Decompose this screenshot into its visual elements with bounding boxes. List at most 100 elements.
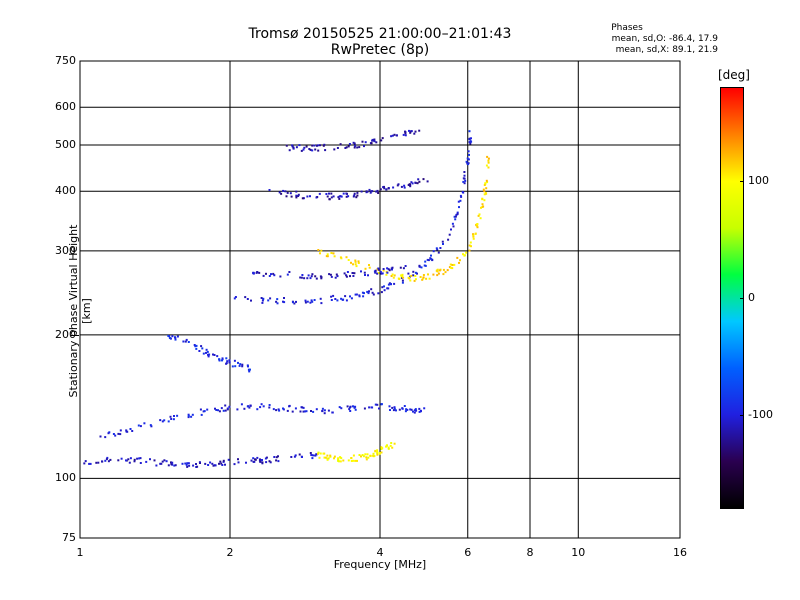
data-point	[224, 409, 227, 412]
data-point	[485, 164, 488, 167]
data-point	[402, 133, 405, 136]
data-point	[114, 434, 117, 437]
data-point	[255, 271, 258, 274]
data-point	[476, 226, 479, 229]
data-point	[403, 405, 406, 407]
phases-heading: Phases	[611, 23, 643, 33]
data-point	[413, 279, 416, 282]
data-point	[421, 278, 424, 281]
data-point	[301, 406, 304, 409]
data-point	[222, 459, 225, 462]
data-point	[234, 296, 237, 298]
data-point	[349, 275, 351, 278]
data-point	[187, 341, 190, 343]
data-point	[131, 430, 134, 432]
data-point	[228, 405, 231, 408]
data-point	[283, 297, 285, 299]
data-point	[475, 224, 478, 227]
data-point	[225, 357, 228, 360]
data-point	[386, 287, 389, 290]
data-point	[465, 160, 468, 163]
data-point	[138, 457, 141, 460]
data-point	[193, 344, 196, 346]
data-point	[112, 433, 115, 435]
data-point	[222, 460, 225, 463]
data-point	[262, 297, 265, 300]
data-point	[486, 155, 489, 158]
data-point	[238, 364, 241, 367]
data-point	[376, 189, 379, 192]
data-point	[410, 408, 413, 411]
data-point	[214, 407, 216, 410]
data-point	[467, 158, 470, 161]
data-point	[174, 336, 177, 339]
data-point	[139, 425, 142, 428]
data-point	[381, 272, 384, 275]
data-point	[309, 452, 312, 454]
data-point	[474, 232, 477, 235]
data-point	[368, 188, 371, 191]
data-point	[352, 141, 355, 144]
data-point	[309, 277, 312, 280]
data-point	[350, 261, 352, 264]
data-point	[452, 225, 455, 228]
data-point	[331, 411, 334, 414]
data-point	[380, 451, 383, 454]
data-point	[361, 140, 364, 143]
data-point	[233, 463, 236, 466]
data-point	[301, 456, 303, 458]
data-point	[472, 237, 475, 240]
data-point	[286, 273, 289, 276]
colorbar-unit-label: [deg]	[718, 68, 750, 82]
data-point	[360, 190, 363, 193]
data-point	[300, 276, 303, 279]
data-point	[239, 363, 242, 366]
data-point	[467, 150, 470, 153]
data-point	[398, 278, 401, 280]
data-point	[159, 419, 162, 422]
data-point	[277, 408, 280, 411]
data-point	[294, 454, 297, 457]
data-point	[376, 403, 379, 406]
y-tick-label: 300	[55, 243, 76, 257]
data-point	[358, 454, 361, 456]
data-point	[250, 459, 253, 462]
data-point	[388, 269, 391, 272]
data-point	[310, 299, 313, 302]
data-point	[451, 264, 454, 266]
data-point	[200, 413, 203, 416]
y-tick-label: 75	[62, 531, 76, 544]
data-point	[459, 199, 462, 202]
data-point	[386, 267, 389, 270]
data-point	[372, 293, 375, 296]
data-point	[364, 453, 367, 456]
data-point	[218, 410, 221, 413]
data-point	[293, 455, 296, 458]
data-point	[290, 456, 293, 458]
data-point	[171, 335, 174, 338]
data-point	[332, 195, 335, 198]
data-point	[357, 262, 360, 264]
data-point	[261, 461, 264, 464]
data-point	[169, 415, 172, 418]
data-point	[437, 272, 440, 275]
data-point	[212, 353, 214, 356]
data-point	[377, 192, 380, 194]
data-point	[270, 273, 272, 276]
data-point	[304, 301, 307, 304]
data-point	[269, 461, 272, 464]
data-point	[404, 134, 407, 137]
data-point	[387, 268, 390, 271]
chart-title: Tromsø 20150525 21:00:00–21:01:43	[248, 26, 512, 42]
data-point	[416, 182, 419, 185]
data-point	[318, 456, 321, 459]
data-point	[458, 261, 460, 264]
data-point	[432, 250, 435, 253]
data-point	[323, 412, 326, 415]
data-point	[416, 272, 418, 275]
data-point	[378, 268, 381, 271]
data-point	[353, 192, 356, 195]
data-point	[381, 137, 384, 140]
data-point	[170, 463, 173, 466]
